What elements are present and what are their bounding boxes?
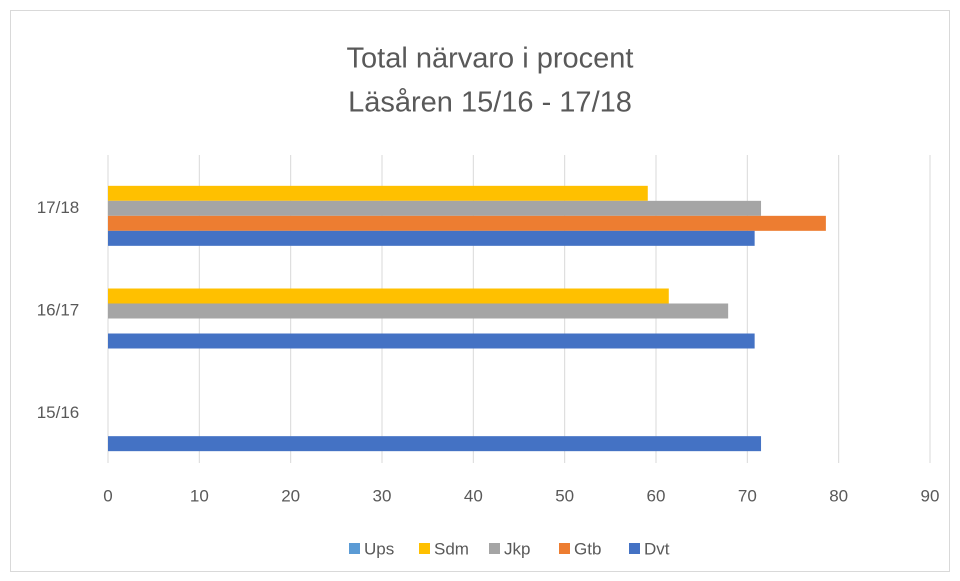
- bar: [108, 200, 762, 216]
- x-tick-label: 90: [921, 486, 940, 505]
- y-tick-label: 15/16: [37, 403, 80, 422]
- x-tick-label: 0: [103, 486, 112, 505]
- x-tick-label: 80: [829, 486, 848, 505]
- bar: [108, 333, 755, 349]
- chart-title: Total närvaro i procent: [347, 43, 634, 75]
- legend-swatch: [489, 543, 500, 554]
- y-tick-label: 16/17: [37, 300, 80, 319]
- legend-label: Ups: [364, 539, 394, 558]
- x-tick-label: 50: [555, 486, 574, 505]
- x-tick-label: 20: [281, 486, 300, 505]
- bar: [108, 185, 648, 201]
- bar: [108, 230, 755, 246]
- bar: [108, 436, 762, 452]
- legend-label: Dvt: [644, 539, 670, 558]
- bar: [108, 303, 729, 319]
- x-tick-label: 40: [464, 486, 483, 505]
- bar: [108, 288, 669, 304]
- legend-label: Jkp: [504, 539, 530, 558]
- bar: [108, 215, 826, 231]
- legend-swatch: [629, 543, 640, 554]
- x-tick-label: 60: [647, 486, 666, 505]
- x-tick-label: 10: [190, 486, 209, 505]
- legend-label: Sdm: [434, 539, 469, 558]
- legend-swatch: [349, 543, 360, 554]
- legend-swatch: [559, 543, 570, 554]
- chart-subtitle: Läsåren 15/16 - 17/18: [348, 87, 632, 119]
- y-tick-label: 17/18: [37, 198, 80, 217]
- x-tick-label: 70: [738, 486, 757, 505]
- legend-swatch: [419, 543, 430, 554]
- x-tick-label: 30: [373, 486, 392, 505]
- legend-label: Gtb: [574, 539, 601, 558]
